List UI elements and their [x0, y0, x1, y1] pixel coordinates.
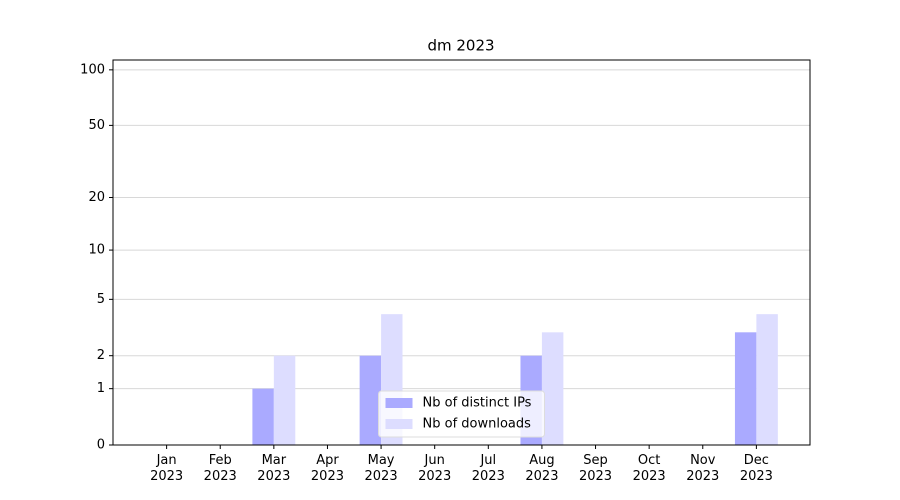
y-tick-label: 5: [97, 292, 105, 307]
legend-label: Nb of downloads: [423, 417, 532, 432]
x-tick-label: Sep 2023: [578, 453, 613, 484]
x-tick-label: Jun 2023: [418, 453, 452, 484]
bar: [541, 332, 564, 445]
legend-label: Nb of distinct IPs: [423, 396, 532, 411]
bar: [252, 388, 274, 445]
legend-box: [378, 390, 545, 438]
x-tick-label: Jul 2023: [471, 453, 505, 484]
y-tick-label: 50: [88, 118, 105, 133]
x-tick-label: Mar 2023: [257, 453, 291, 484]
y-tick-label: 2: [97, 348, 105, 363]
legend-swatch: [385, 398, 413, 408]
bar: [273, 355, 296, 445]
x-tick-label: Aug 2023: [525, 453, 559, 484]
y-tick-label: 100: [80, 62, 105, 77]
x-tick-label: Dec 2023: [739, 453, 773, 484]
chart-title: dm 2023: [427, 37, 494, 55]
y-tick-label: 10: [88, 243, 105, 258]
grid: [113, 69, 810, 446]
x-tick-label: May 2023: [364, 453, 398, 484]
x-tick-label: Oct 2023: [632, 453, 666, 484]
bar: [756, 314, 778, 445]
bar: [734, 332, 757, 445]
x-tick-label: Nov 2023: [686, 453, 720, 484]
bar: [359, 355, 382, 445]
y-tick-label: 1: [97, 381, 105, 396]
x-tick-label: Apr 2023: [310, 453, 344, 484]
y-tick-label: 0: [97, 438, 105, 453]
x-tick-label: Feb 2023: [203, 453, 237, 484]
x-tick-label: Jan 2023: [150, 453, 184, 484]
y-tick-label: 20: [88, 190, 105, 205]
legend-swatch: [385, 419, 413, 429]
plot-frame: [112, 59, 811, 446]
